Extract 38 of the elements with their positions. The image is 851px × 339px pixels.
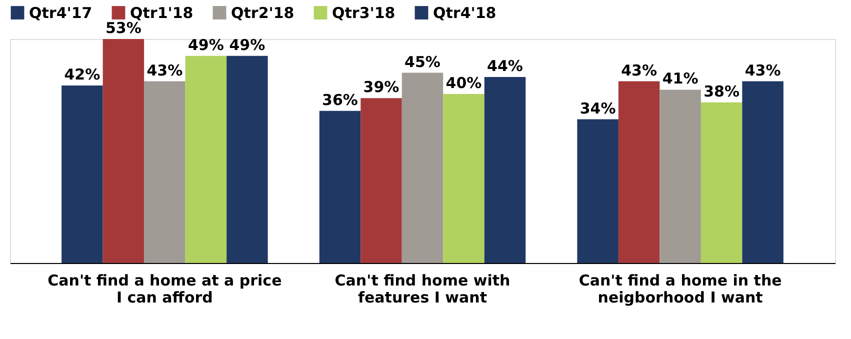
data-label: 43% — [744, 61, 781, 80]
data-label: 42% — [64, 65, 100, 84]
legend-label: Qtr2'18 — [231, 4, 294, 22]
data-label: 38% — [704, 82, 740, 100]
data-label: 39% — [363, 78, 400, 96]
legend-label: Qtr1'18 — [130, 4, 194, 22]
bar — [700, 102, 742, 263]
data-label: 34% — [580, 99, 616, 118]
bar — [618, 81, 660, 263]
bar — [443, 94, 484, 263]
legend-label: Qtr4'18 — [433, 4, 496, 22]
data-label: 43% — [146, 61, 183, 80]
bar — [102, 39, 144, 263]
data-label: 40% — [446, 74, 482, 92]
x-tick-label: Can't find home with features I want — [334, 272, 510, 306]
data-label: 36% — [322, 90, 358, 109]
bar — [577, 119, 618, 263]
bar — [660, 90, 701, 263]
x-tick-label: Can't find a home in the neigborhood I want — [578, 272, 782, 306]
data-label: 49% — [229, 36, 266, 54]
data-label: 43% — [621, 61, 658, 80]
bar — [319, 110, 361, 263]
legend-label: Qtr4'17 — [29, 4, 92, 22]
data-label: 45% — [404, 52, 440, 71]
data-label: 53% — [105, 19, 142, 37]
bar — [742, 81, 784, 263]
bar — [144, 81, 186, 263]
bar — [226, 56, 268, 263]
bar — [360, 98, 402, 263]
data-label: 41% — [662, 70, 698, 88]
bar — [484, 77, 526, 263]
bar — [62, 85, 103, 263]
bar — [185, 56, 227, 263]
legend-label: Qtr3'18 — [332, 4, 396, 22]
data-label: 44% — [487, 57, 523, 76]
x-tick-label: Can't find a home at a price I can afford — [48, 272, 282, 306]
data-label: 49% — [188, 36, 224, 54]
bar — [402, 72, 444, 263]
